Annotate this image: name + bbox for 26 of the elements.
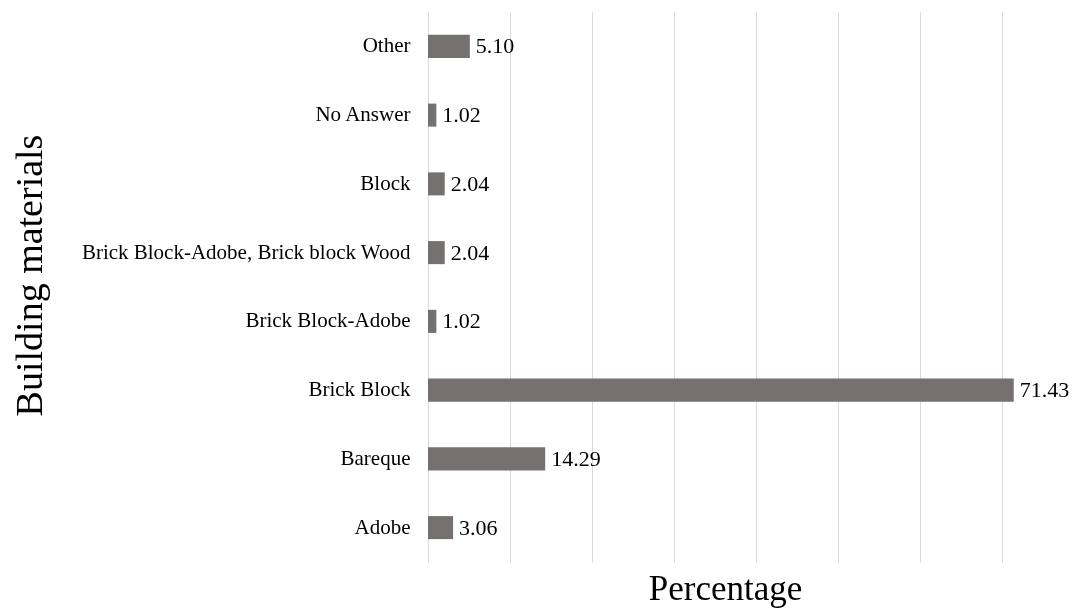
bar	[428, 309, 437, 333]
bar	[428, 103, 437, 127]
bar	[428, 516, 454, 540]
y-tick-label: Block	[360, 170, 411, 195]
data-label: 1.02	[442, 308, 481, 334]
y-tick-label: Brick Block	[308, 377, 411, 402]
data-label: 3.06	[459, 514, 498, 540]
data-label: 71.43	[1019, 377, 1070, 403]
data-label: 5.10	[475, 33, 515, 59]
y-tick-label: No Answer	[315, 102, 411, 127]
bar	[428, 34, 470, 58]
y-axis-title: Building materials	[7, 134, 50, 417]
y-tick-label: Brick Block-Adobe, Brick block Wood	[81, 239, 411, 264]
bar	[428, 378, 1014, 402]
y-tick-label: Other	[362, 33, 411, 58]
y-tick-label: Bareque	[340, 445, 411, 470]
data-label: 1.02	[442, 102, 481, 128]
data-label: 14.29	[551, 445, 601, 471]
bar	[428, 172, 445, 196]
x-axis-title: Percentage	[648, 568, 803, 608]
bar	[428, 447, 546, 471]
data-label: 2.04	[450, 170, 490, 196]
data-label: 2.04	[450, 239, 490, 265]
bar	[428, 241, 445, 265]
y-tick-label: Brick Block-Adobe	[245, 308, 411, 333]
y-tick-label: Adobe	[354, 514, 411, 539]
